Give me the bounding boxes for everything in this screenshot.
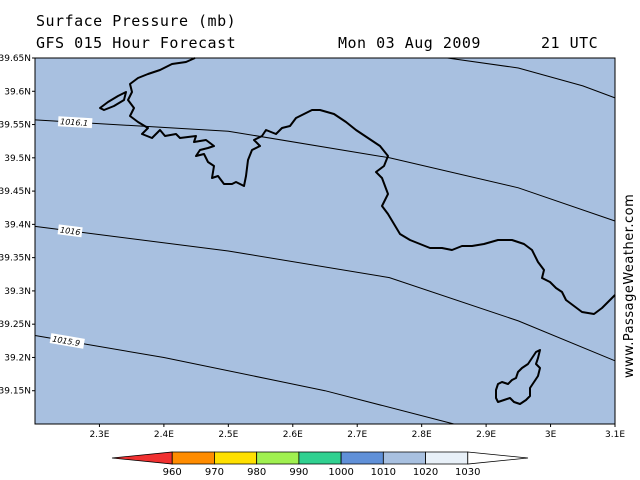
- lat-tick-label: 39.2N: [4, 353, 31, 363]
- forecast-label: GFS 015 Hour Forecast: [36, 34, 237, 52]
- coastline: [99, 57, 616, 405]
- colorbar-swatch: [467, 451, 529, 465]
- forecast-time: 21 UTC: [541, 34, 599, 52]
- colorbar-label: 980: [247, 467, 266, 478]
- longitude-ticks: 2.3E 2.4E 2.5E 2.6E 2.7E 2.8E 2.9E 3E 3.1E: [89, 424, 625, 440]
- colorbar-label: 960: [163, 467, 182, 478]
- isobar-line: [34, 225, 616, 362]
- isobar-line: [447, 57, 616, 99]
- colorbar-swatch: [256, 451, 300, 465]
- colorbar-label: 970: [205, 467, 224, 478]
- colorbar-label: 1030: [455, 467, 480, 478]
- watermark: www.PassageWeather.com: [622, 193, 637, 378]
- lon-tick-label: 2.9E: [476, 430, 496, 440]
- colorbar-swatch: [425, 451, 469, 465]
- lon-tick-label: 3E: [545, 430, 557, 440]
- pressure-colorbar: 960 970 980 990 1000 1010 1020 1030: [111, 451, 529, 478]
- lat-tick-label: 39.35N: [0, 254, 31, 264]
- isobar-label-box: [57, 116, 93, 129]
- chart-title: Surface Pressure (mb): [36, 12, 237, 30]
- lat-tick-label: 39.45N: [0, 187, 31, 197]
- forecast-date: Mon 03 Aug 2009: [338, 34, 481, 52]
- colorbar-swatch: [382, 451, 426, 465]
- colorbar-swatch: [214, 451, 258, 465]
- colorbar-swatch: [340, 451, 384, 465]
- colorbar-swatch: [111, 451, 173, 465]
- colorbar-swatch: [298, 451, 342, 465]
- lon-tick-label: 2.6E: [283, 430, 303, 440]
- map-area: [34, 57, 616, 425]
- lat-tick-label: 39.15N: [0, 387, 31, 397]
- colorbar-label: 1020: [413, 467, 438, 478]
- isobar-label-box: [57, 224, 83, 238]
- colorbar-label: 990: [289, 467, 308, 478]
- isobar-line: [34, 119, 616, 222]
- lat-tick-label: 39.3N: [4, 287, 31, 297]
- lon-tick-label: 2.5E: [218, 430, 238, 440]
- isobar-label: 1016.1: [60, 117, 88, 128]
- colorbar-swatch: [171, 451, 215, 465]
- colorbar-label: 1000: [328, 467, 353, 478]
- latitude-ticks: 39.65N 39.6N 39.55N 39.5N 39.45N 39.4N 39.35N 3…: [0, 54, 35, 397]
- isobar-label: 1016: [60, 226, 81, 238]
- isobar-line: [34, 335, 455, 425]
- lon-tick-label: 2.8E: [412, 430, 432, 440]
- lat-tick-label: 39.55N: [0, 121, 31, 131]
- lat-tick-label: 39.6N: [4, 87, 31, 97]
- lat-tick-label: 39.65N: [0, 54, 31, 64]
- lat-tick-label: 39.25N: [0, 320, 31, 330]
- lon-tick-label: 2.3E: [89, 430, 109, 440]
- lat-tick-label: 39.4N: [4, 220, 31, 230]
- lon-tick-label: 2.7E: [347, 430, 367, 440]
- isobar-label-box: [49, 333, 85, 349]
- lon-tick-label: 2.4E: [154, 430, 174, 440]
- lon-tick-label: 3.1E: [605, 430, 625, 440]
- lat-tick-label: 39.5N: [4, 154, 31, 164]
- colorbar-label: 1010: [371, 467, 396, 478]
